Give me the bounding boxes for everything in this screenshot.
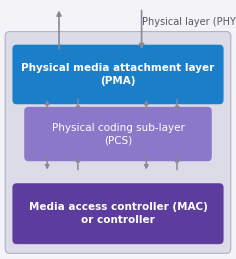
FancyBboxPatch shape	[24, 107, 212, 161]
Text: Media access controller (MAC)
or controller: Media access controller (MAC) or control…	[29, 203, 207, 225]
FancyBboxPatch shape	[12, 45, 224, 104]
FancyBboxPatch shape	[12, 183, 224, 244]
Text: Physical media attachment layer
(PMA): Physical media attachment layer (PMA)	[21, 63, 215, 86]
FancyBboxPatch shape	[5, 32, 231, 253]
Text: Physical layer (PHY): Physical layer (PHY)	[142, 17, 236, 27]
Text: Physical coding sub-layer
(PCS): Physical coding sub-layer (PCS)	[51, 123, 185, 145]
